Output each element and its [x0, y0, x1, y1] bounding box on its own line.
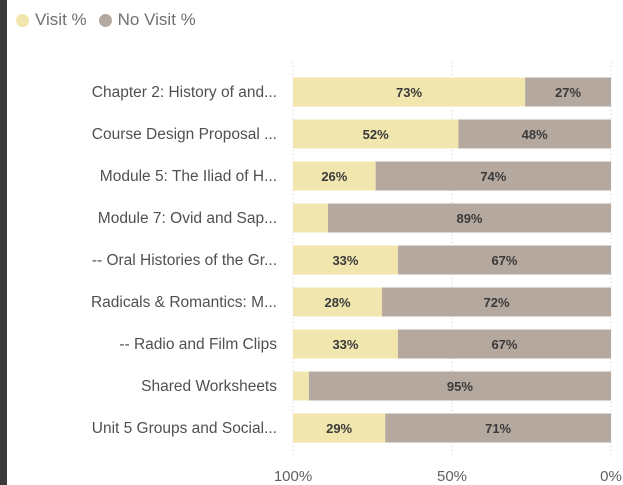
bar-no-visit[interactable]: [375, 161, 611, 191]
x-tick-label: 0%: [600, 468, 622, 485]
data-label-visit: 33%: [332, 253, 358, 268]
bar-visit[interactable]: [293, 329, 398, 359]
data-label-no-visit: 48%: [522, 127, 548, 142]
legend-swatch-no-visit: [98, 13, 112, 27]
category-label: Shared Worksheets: [141, 378, 277, 395]
category-label: Chapter 2: History of and...: [92, 84, 277, 101]
bar-no-visit[interactable]: [308, 371, 611, 401]
legend-label-no-visit: No Visit %: [117, 10, 196, 29]
data-label-no-visit: 89%: [456, 211, 482, 226]
legend-swatch-visit: [16, 13, 29, 27]
bar-no-visit[interactable]: [397, 245, 611, 275]
bar-no-visit[interactable]: [397, 329, 611, 359]
category-label: -- Radio and Film Clips: [119, 336, 277, 353]
data-label-visit: 28%: [325, 295, 351, 310]
panel-border: [0, 0, 7, 485]
category-label: Module 5: The Iliad of H...: [100, 168, 277, 185]
data-label-no-visit: 27%: [555, 85, 581, 100]
category-label: Unit 5 Groups and Social...: [92, 420, 277, 437]
bar-visit[interactable]: [293, 371, 309, 401]
x-tick-label: 50%: [437, 468, 467, 485]
bar-no-visit[interactable]: [525, 77, 611, 107]
bar-visit[interactable]: [293, 77, 526, 107]
legend-item-visit[interactable]: Visit %: [16, 10, 87, 30]
bar-visit[interactable]: [293, 287, 383, 317]
category-label: Course Design Proposal ...: [92, 126, 277, 143]
data-label-no-visit: 74%: [480, 169, 506, 184]
data-label-no-visit: 71%: [485, 421, 511, 436]
data-label-no-visit: 67%: [491, 253, 517, 268]
data-label-visit: 29%: [326, 421, 352, 436]
data-label-no-visit: 72%: [484, 295, 510, 310]
bar-visit[interactable]: [293, 161, 376, 191]
bar-visit[interactable]: [293, 413, 386, 443]
bar-visit[interactable]: [293, 203, 328, 233]
data-label-visit: 73%: [396, 85, 422, 100]
chart-legend: Visit % No Visit %: [16, 8, 196, 32]
data-label-visit: 26%: [321, 169, 347, 184]
legend-label-visit: Visit %: [35, 10, 87, 29]
bar-no-visit[interactable]: [327, 203, 611, 233]
bar-visit[interactable]: [293, 119, 459, 149]
bar-no-visit[interactable]: [382, 287, 611, 317]
category-label: -- Oral Histories of the Gr...: [92, 252, 277, 269]
data-label-visit: 33%: [332, 337, 358, 352]
bar-visit[interactable]: [293, 245, 398, 275]
data-label-visit: 52%: [363, 127, 389, 142]
legend-item-no-visit[interactable]: No Visit %: [98, 10, 196, 30]
data-label-no-visit: 67%: [491, 337, 517, 352]
bar-no-visit[interactable]: [458, 119, 611, 149]
data-label-no-visit: 95%: [447, 379, 473, 394]
category-label: Radicals & Romantics: M...: [91, 294, 277, 311]
bar-no-visit[interactable]: [385, 413, 611, 443]
category-label: Module 7: Ovid and Sap...: [98, 210, 277, 227]
x-tick-label: 100%: [274, 468, 312, 485]
